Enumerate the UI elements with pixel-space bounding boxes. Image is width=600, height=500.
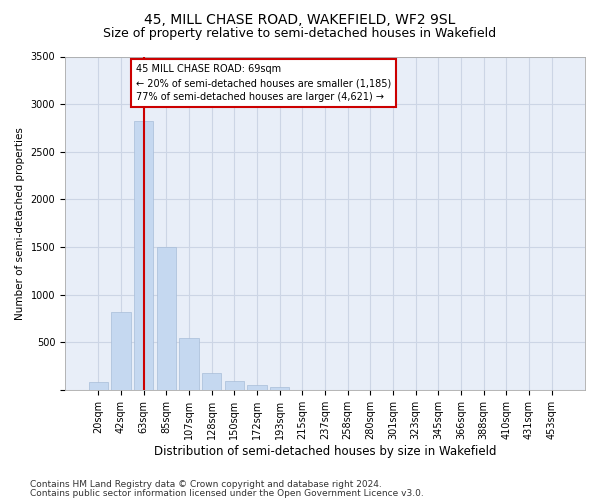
Bar <box>134 122 153 390</box>
Y-axis label: Number of semi-detached properties: Number of semi-detached properties <box>15 126 25 320</box>
Bar <box>179 338 199 390</box>
Text: Size of property relative to semi-detached houses in Wakefield: Size of property relative to semi-detach… <box>103 28 497 40</box>
Text: Contains public sector information licensed under the Open Government Licence v3: Contains public sector information licen… <box>30 488 424 498</box>
Bar <box>202 373 221 390</box>
Bar <box>157 247 176 390</box>
Text: 45, MILL CHASE ROAD, WAKEFIELD, WF2 9SL: 45, MILL CHASE ROAD, WAKEFIELD, WF2 9SL <box>145 12 455 26</box>
Bar <box>89 382 108 390</box>
Bar <box>224 381 244 390</box>
Bar <box>270 387 289 390</box>
Bar <box>247 385 266 390</box>
Text: 45 MILL CHASE ROAD: 69sqm
← 20% of semi-detached houses are smaller (1,185)
77% : 45 MILL CHASE ROAD: 69sqm ← 20% of semi-… <box>136 64 391 102</box>
X-axis label: Distribution of semi-detached houses by size in Wakefield: Distribution of semi-detached houses by … <box>154 444 496 458</box>
Bar <box>112 312 131 390</box>
Text: Contains HM Land Registry data © Crown copyright and database right 2024.: Contains HM Land Registry data © Crown c… <box>30 480 382 489</box>
